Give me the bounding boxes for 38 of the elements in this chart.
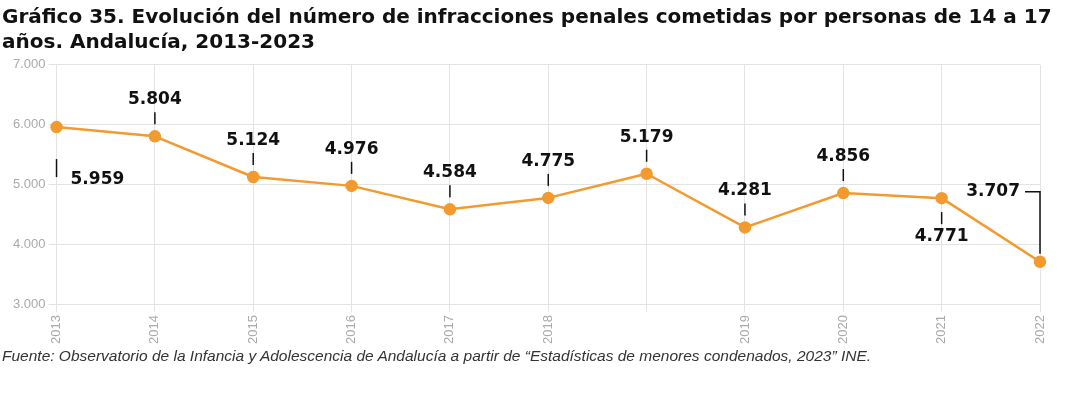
point <box>246 170 260 184</box>
data-label: 4.771 <box>914 225 969 246</box>
point <box>1033 255 1047 269</box>
x-tick-label: 2019 <box>736 315 752 344</box>
x-tick-label: 2015 <box>244 315 260 344</box>
point <box>837 186 850 200</box>
point <box>148 130 162 143</box>
y-tick-label: 7.000 <box>12 56 46 72</box>
x-tick-label: 2016 <box>343 315 359 344</box>
data-label: 3.707 <box>966 180 1020 201</box>
x-tick-label: 2021 <box>933 315 949 344</box>
point <box>443 203 457 216</box>
x-tick-label: 2014 <box>146 315 162 344</box>
x-tick-label: 2020 <box>834 315 850 344</box>
point <box>738 221 752 234</box>
data-label: 5.804 <box>127 88 182 109</box>
data-label: 5.124 <box>226 128 281 149</box>
y-tick-label: 5.000 <box>12 176 46 192</box>
y-tick-label: 6.000 <box>12 116 46 132</box>
chart-title: Gráfico 35. Evolución del número de infracciones penales cometidas por personas de 14 a 17 años. Andalucía, 2013-2023 <box>2 4 1053 54</box>
x-tick-label: 2013 <box>48 315 64 344</box>
data-label: 5.179 <box>619 125 674 146</box>
data-label: 4.281 <box>718 179 772 200</box>
point <box>542 191 555 205</box>
x-tick-label: 2022 <box>1031 315 1047 344</box>
x-tick-label: 2018 <box>539 315 555 344</box>
x-tick-label: 2017 <box>441 315 457 344</box>
point <box>640 167 653 180</box>
data-label: 4.856 <box>816 144 871 165</box>
data-label: 5.959 <box>70 167 125 188</box>
point <box>935 191 948 205</box>
data-label: 4.976 <box>324 137 379 158</box>
point <box>345 179 358 193</box>
data-label: 4.775 <box>521 149 576 170</box>
y-tick-label: 4.000 <box>12 235 46 251</box>
source-note: Fuente: Observatorio de la Infancia y Adolescencia de Andalucía a partir de “Estadísticas de menores condenados, 2023” INE. <box>2 347 873 365</box>
data-label: 4.584 <box>423 161 477 182</box>
y-tick-label: 3.000 <box>12 295 46 311</box>
